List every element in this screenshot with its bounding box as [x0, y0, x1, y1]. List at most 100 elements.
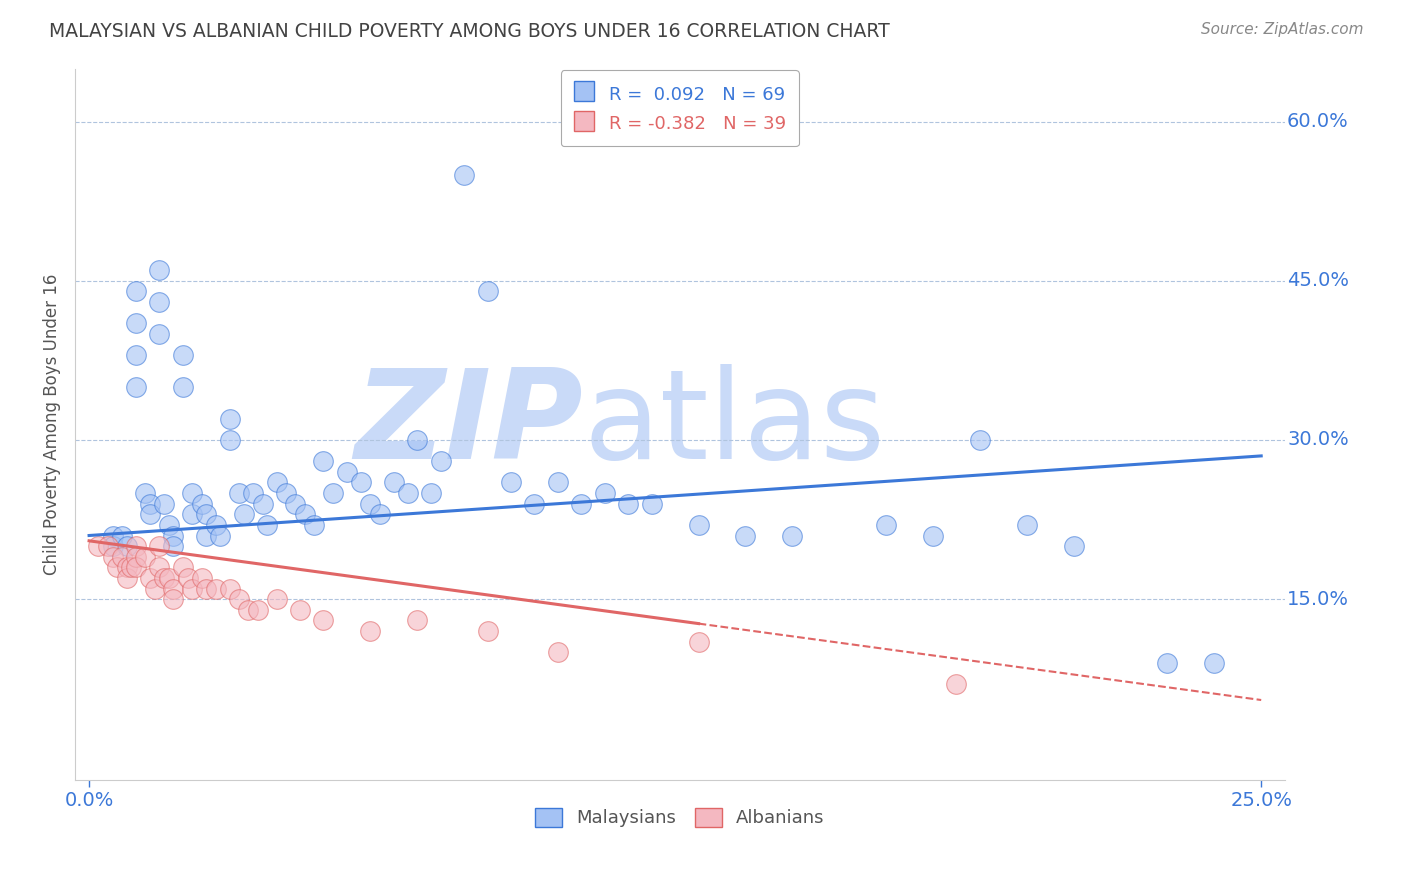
Point [148, 326, 170, 341]
Point [101, 539, 124, 553]
Point [181, 582, 204, 596]
Point [396, 486, 419, 500]
Point [1015, 517, 1038, 532]
Point [547, 475, 569, 490]
Point [288, 603, 311, 617]
Point [148, 263, 170, 277]
Point [157, 517, 180, 532]
Point [172, 380, 194, 394]
Point [195, 528, 218, 542]
Point [294, 508, 316, 522]
Point [523, 497, 546, 511]
Point [162, 582, 184, 596]
Point [153, 497, 176, 511]
Point [181, 508, 204, 522]
Text: 15.0%: 15.0% [1286, 590, 1350, 608]
Point [256, 517, 278, 532]
Point [350, 475, 373, 490]
Point [382, 475, 405, 490]
Point [284, 497, 307, 511]
Point [97, 539, 120, 553]
Point [688, 634, 710, 648]
Point [420, 486, 443, 500]
Point [688, 517, 710, 532]
Point [641, 497, 664, 511]
Point [153, 571, 176, 585]
Point [209, 528, 232, 542]
Point [218, 411, 240, 425]
Point [252, 497, 274, 511]
Point [359, 497, 381, 511]
Point [181, 486, 204, 500]
Text: 60.0%: 60.0% [1286, 112, 1348, 131]
Point [734, 528, 756, 542]
Point [139, 508, 162, 522]
Point [429, 454, 451, 468]
Point [195, 508, 218, 522]
Point [148, 560, 170, 574]
Point [148, 539, 170, 553]
Point [242, 486, 264, 500]
Point [204, 517, 226, 532]
Text: ZIP: ZIP [354, 364, 583, 484]
Point [204, 582, 226, 596]
Point [1156, 656, 1178, 670]
Text: 45.0%: 45.0% [1286, 271, 1350, 290]
Point [617, 497, 640, 511]
Point [172, 348, 194, 362]
Point [312, 454, 335, 468]
Point [453, 168, 475, 182]
Point [125, 560, 148, 574]
Legend: Malaysians, Albanians: Malaysians, Albanians [527, 801, 832, 835]
Point [359, 624, 381, 638]
Point [266, 592, 288, 607]
Point [148, 295, 170, 310]
Point [945, 677, 967, 691]
Point [157, 571, 180, 585]
Point [1063, 539, 1085, 553]
Point [322, 486, 344, 500]
Point [228, 592, 250, 607]
Point [125, 316, 148, 330]
Point [569, 497, 592, 511]
Point [336, 465, 359, 479]
Point [115, 539, 138, 553]
Point [195, 582, 218, 596]
Point [782, 528, 804, 542]
Point [176, 571, 198, 585]
Text: atlas: atlas [583, 364, 886, 484]
Point [547, 645, 569, 659]
Point [969, 433, 991, 447]
Point [477, 285, 499, 299]
Point [368, 508, 391, 522]
Point [246, 603, 269, 617]
Point [218, 433, 240, 447]
Point [274, 486, 297, 500]
Point [593, 486, 616, 500]
Point [1204, 656, 1226, 670]
Point [139, 497, 162, 511]
Point [134, 486, 156, 500]
Point [499, 475, 522, 490]
Text: MALAYSIAN VS ALBANIAN CHILD POVERTY AMONG BOYS UNDER 16 CORRELATION CHART: MALAYSIAN VS ALBANIAN CHILD POVERTY AMON… [49, 22, 890, 41]
Point [125, 285, 148, 299]
Point [228, 486, 250, 500]
Point [172, 560, 194, 574]
Point [232, 508, 254, 522]
Point [87, 539, 110, 553]
Point [125, 348, 148, 362]
Point [218, 582, 240, 596]
Point [125, 539, 148, 553]
Point [125, 380, 148, 394]
Point [162, 592, 184, 607]
Text: Source: ZipAtlas.com: Source: ZipAtlas.com [1201, 22, 1364, 37]
Point [162, 528, 184, 542]
Point [302, 517, 325, 532]
Point [312, 614, 335, 628]
Point [105, 560, 128, 574]
Point [406, 614, 429, 628]
Point [125, 549, 148, 564]
Point [143, 582, 166, 596]
Point [115, 560, 138, 574]
Point [111, 528, 134, 542]
